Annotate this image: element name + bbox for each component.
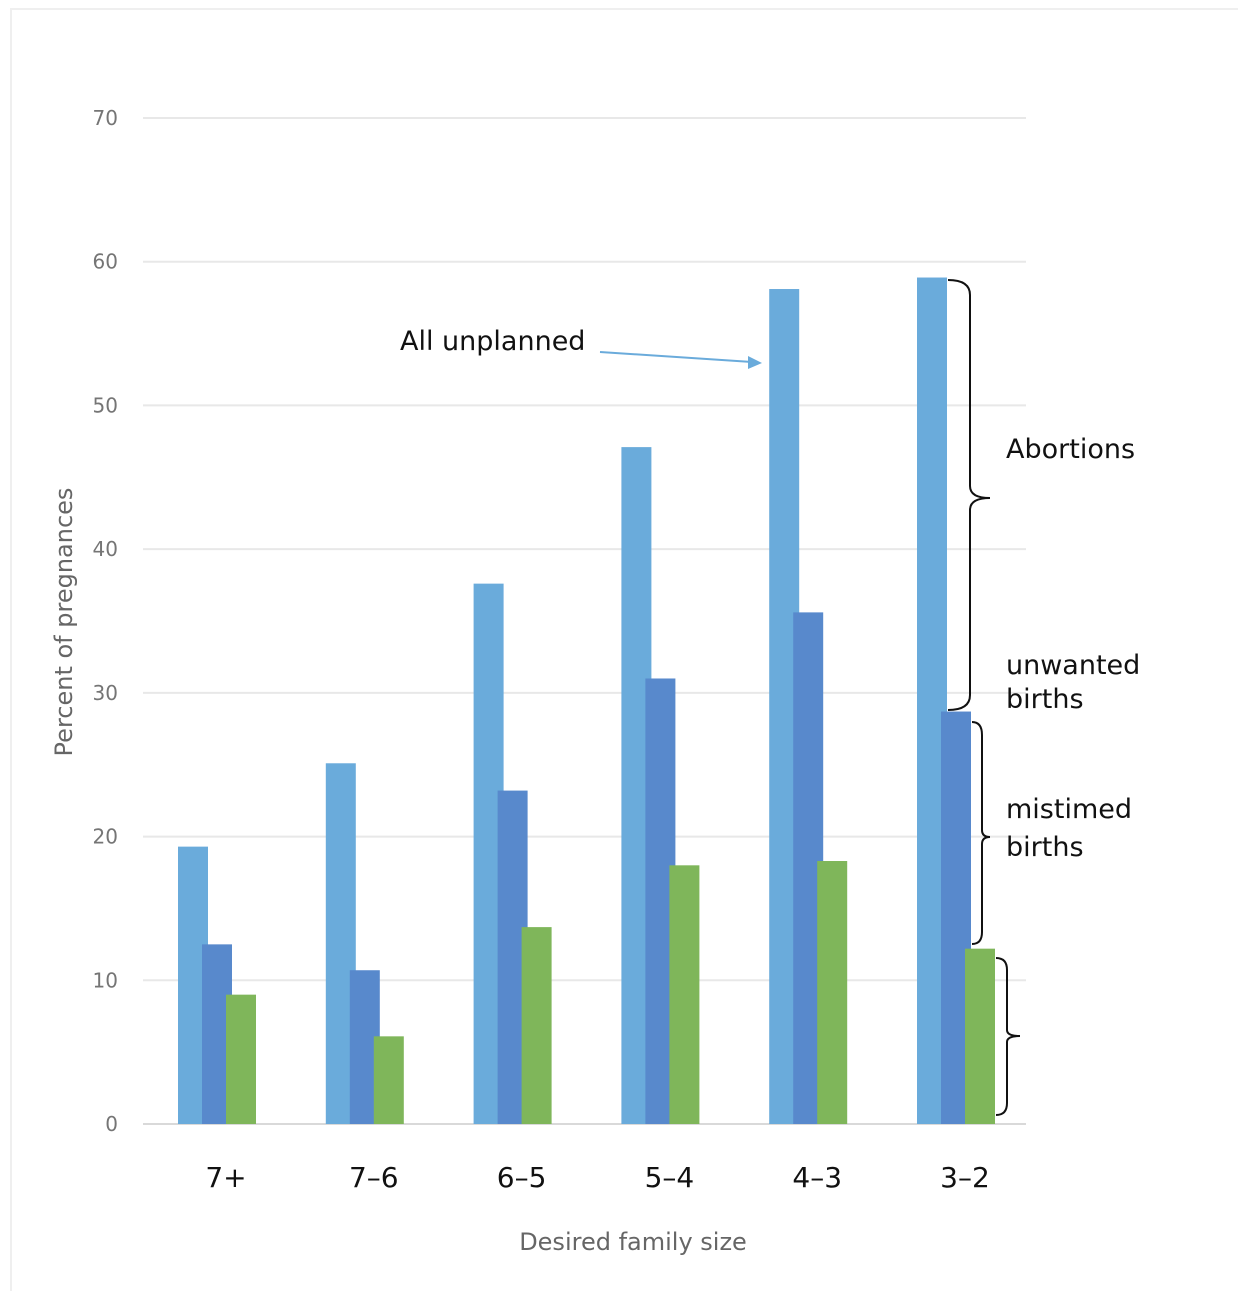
y-tick-label: 20 [93, 825, 118, 849]
bar-5–4-s3 [669, 865, 700, 1124]
y-tick-label: 30 [93, 681, 118, 705]
bracket-unwanted-icon [971, 721, 991, 945]
x-tick-label: 3–2 [940, 1161, 990, 1194]
y-tick-labels: 0 10 20 30 40 50 60 70 [93, 106, 118, 1136]
y-tick-label: 10 [93, 968, 118, 992]
bar-6–5-s3 [521, 927, 552, 1124]
x-axis-title: Desired family size [519, 1228, 747, 1256]
y-tick-label: 40 [93, 537, 118, 561]
x-tick-label: 4–3 [792, 1161, 842, 1194]
annotation-unwanted-2: births [1006, 684, 1084, 715]
bar-4–3-s3 [817, 861, 848, 1124]
bracket-abortions-icon [947, 279, 991, 711]
x-tick-label: 6–5 [497, 1161, 547, 1194]
annotation-all-unplanned: All unplanned [400, 326, 585, 357]
x-tick-label: 7–6 [349, 1161, 399, 1194]
bars [178, 277, 995, 1125]
annotation-abortions: Abortions [1006, 434, 1135, 465]
y-axis-title: Percent of pregnances [50, 488, 78, 757]
y-tick-label: 70 [93, 106, 118, 130]
bar-7–6-s3 [373, 1036, 404, 1124]
y-tick-label: 50 [93, 393, 118, 417]
gridlines [143, 117, 1026, 1125]
y-tick-label: 60 [93, 250, 118, 274]
bracket-mistimed-icon [995, 957, 1021, 1116]
x-tick-label: 7+ [205, 1161, 246, 1194]
x-tick-label: 5–4 [645, 1161, 695, 1194]
annotation-mistimed-1: mistimed [1006, 794, 1132, 825]
bar-3–2-s3 [965, 948, 995, 1124]
y-tick-label: 0 [105, 1112, 118, 1136]
annotation-unwanted-1: unwanted [1006, 650, 1140, 681]
bar-7+-s3 [226, 994, 256, 1124]
x-tick-labels: 7+ 7–6 6–5 5–4 4–3 3–2 [205, 1161, 989, 1194]
annotation-mistimed-2: births [1006, 832, 1084, 863]
chart-frame [10, 8, 1238, 1291]
arrow-icon [599, 351, 762, 369]
